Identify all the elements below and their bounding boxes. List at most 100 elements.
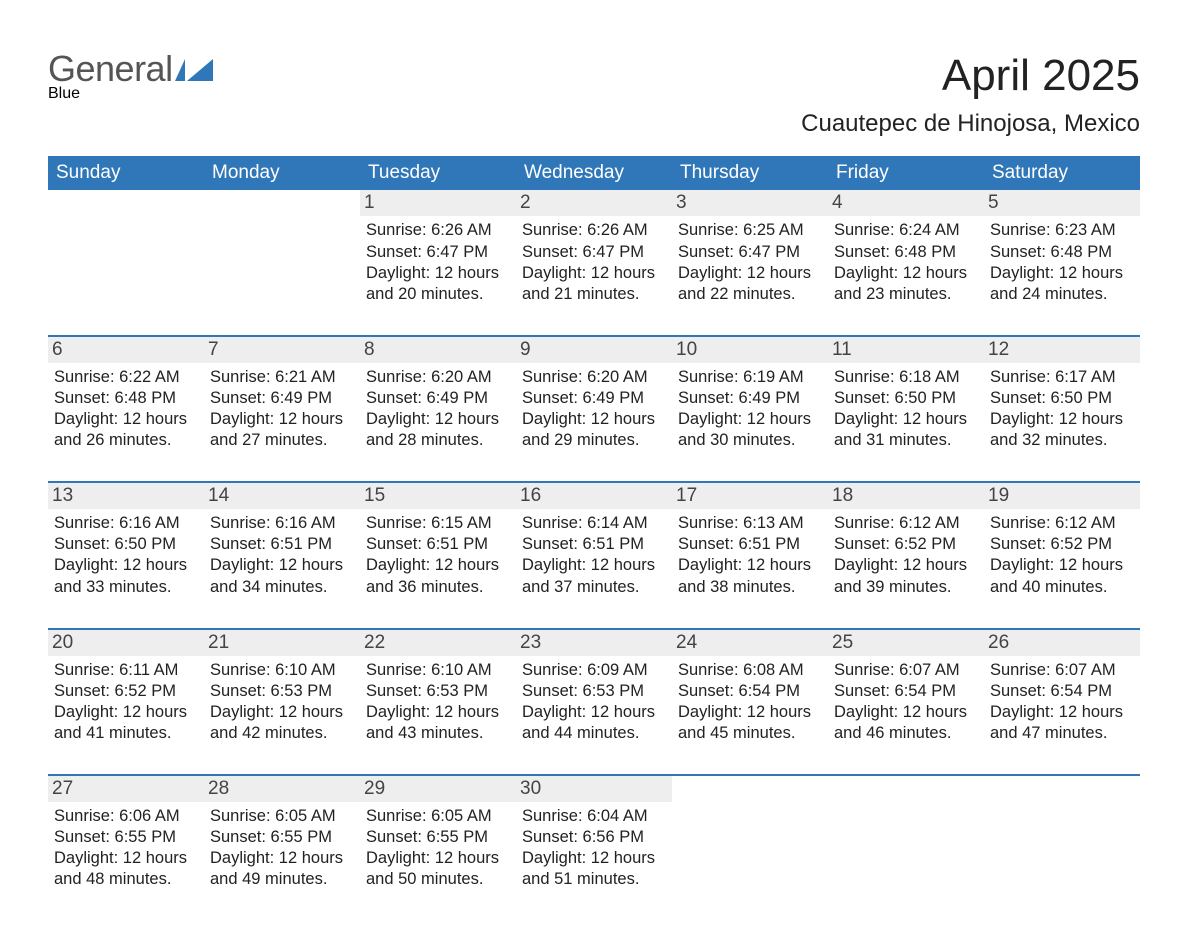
sunrise-line: Sunrise: 6:12 AM [990,513,1134,534]
weekday-header: Wednesday [516,156,672,190]
weekday-header-row: SundayMondayTuesdayWednesdayThursdayFrid… [48,156,1140,190]
daylight-line: Daylight: 12 hours and 39 minutes. [834,555,978,597]
sunrise-line: Sunrise: 6:15 AM [366,513,510,534]
sunset-line: Sunset: 6:49 PM [522,388,666,409]
day-info: Sunrise: 6:11 AMSunset: 6:52 PMDaylight:… [54,660,198,744]
daylight-line: Daylight: 12 hours and 30 minutes. [678,409,822,451]
sunrise-line: Sunrise: 6:12 AM [834,513,978,534]
page-header: General Blue April 2025 Cuautepec de Hin… [48,52,1140,138]
day-info: Sunrise: 6:26 AMSunset: 6:47 PMDaylight:… [366,220,510,304]
daylight-line: Daylight: 12 hours and 34 minutes. [210,555,354,597]
daylight-line: Daylight: 12 hours and 23 minutes. [834,263,978,305]
day-number: 23 [516,630,672,656]
calendar-day: 20Sunrise: 6:11 AMSunset: 6:52 PMDayligh… [48,630,204,752]
day-number: 27 [48,776,204,802]
day-info: Sunrise: 6:20 AMSunset: 6:49 PMDaylight:… [366,367,510,451]
calendar-day: 14Sunrise: 6:16 AMSunset: 6:51 PMDayligh… [204,483,360,605]
calendar-day: 13Sunrise: 6:16 AMSunset: 6:50 PMDayligh… [48,483,204,605]
sunset-line: Sunset: 6:54 PM [834,681,978,702]
day-number: 6 [48,337,204,363]
sunrise-line: Sunrise: 6:25 AM [678,220,822,241]
day-number: 18 [828,483,984,509]
calendar-day: 28 Sunrise: 6:05 AMSunset: 6:55 PMDayligh… [204,776,360,898]
daylight-line: Daylight: 12 hours and 51 minutes. [522,848,666,890]
sunset-line: Sunset: 6:49 PM [210,388,354,409]
calendar-day: 12Sunrise: 6:17 AMSunset: 6:50 PMDayligh… [984,337,1140,459]
daylight-line: Daylight: 12 hours and 37 minutes. [522,555,666,597]
day-info: Sunrise: 6:05 AMSunset: 6:55 PMDaylight:… [210,806,354,890]
weekday-header: Sunday [48,156,204,190]
calendar-day: 23 Sunrise: 6:09 AMSunset: 6:53 PMDayligh… [516,630,672,752]
daylight-line: Daylight: 12 hours and 28 minutes. [366,409,510,451]
sunset-line: Sunset: 6:49 PM [366,388,510,409]
daylight-line: Daylight: 12 hours and 41 minutes. [54,702,198,744]
calendar-day: 1 Sunrise: 6:26 AMSunset: 6:47 PMDaylight… [360,190,516,312]
sunset-line: Sunset: 6:50 PM [54,534,198,555]
daylight-line: Daylight: 12 hours and 40 minutes. [990,555,1134,597]
daylight-line: Daylight: 12 hours and 46 minutes. [834,702,978,744]
calendar-week: ..1Sunrise: 6:26 AMSunset: 6:47 PMDaylig… [48,190,1140,312]
daylight-line: Daylight: 12 hours and 42 minutes. [210,702,354,744]
sunset-line: Sunset: 6:52 PM [990,534,1134,555]
day-number: 28 [204,776,360,802]
day-number: 13 [48,483,204,509]
sunset-line: Sunset: 6:51 PM [210,534,354,555]
sunrise-line: Sunrise: 6:07 AM [990,660,1134,681]
calendar-day: 8 Sunrise: 6:20 AMSunset: 6:49 PMDaylight… [360,337,516,459]
day-info: Sunrise: 6:12 AMSunset: 6:52 PMDaylight:… [990,513,1134,597]
sunrise-line: Sunrise: 6:05 AM [366,806,510,827]
sunset-line: Sunset: 6:55 PM [54,827,198,848]
day-info: Sunrise: 6:23 AMSunset: 6:48 PMDaylight:… [990,220,1134,304]
day-info: Sunrise: 6:21 AMSunset: 6:49 PMDaylight:… [210,367,354,451]
calendar-day: 21Sunrise: 6:10 AMSunset: 6:53 PMDayligh… [204,630,360,752]
day-info: Sunrise: 6:08 AMSunset: 6:54 PMDaylight:… [678,660,822,744]
daylight-line: Daylight: 12 hours and 33 minutes. [54,555,198,597]
calendar-day: . [204,190,360,312]
brand-logo: General Blue [48,52,213,101]
calendar-week: 6Sunrise: 6:22 AMSunset: 6:48 PMDaylight… [48,335,1140,459]
sunrise-line: Sunrise: 6:10 AM [210,660,354,681]
weeks-container: ..1Sunrise: 6:26 AMSunset: 6:47 PMDaylig… [48,190,1140,898]
sunset-line: Sunset: 6:52 PM [54,681,198,702]
day-number: 11 [828,337,984,363]
daylight-line: Daylight: 12 hours and 22 minutes. [678,263,822,305]
sunset-line: Sunset: 6:49 PM [678,388,822,409]
calendar-day: 30Sunrise: 6:04 AMSunset: 6:56 PMDayligh… [516,776,672,898]
sunset-line: Sunset: 6:52 PM [834,534,978,555]
weekday-header: Thursday [672,156,828,190]
day-number: 14 [204,483,360,509]
daylight-line: Daylight: 12 hours and 48 minutes. [54,848,198,890]
sunrise-line: Sunrise: 6:21 AM [210,367,354,388]
sunrise-line: Sunrise: 6:18 AM [834,367,978,388]
day-number: 16 [516,483,672,509]
day-number: 4 [828,190,984,216]
day-number: 8 [360,337,516,363]
sunset-line: Sunset: 6:50 PM [990,388,1134,409]
day-number: 19 [984,483,1140,509]
day-info: Sunrise: 6:07 AMSunset: 6:54 PMDaylight:… [990,660,1134,744]
day-number: 1 [360,190,516,216]
day-info: Sunrise: 6:20 AMSunset: 6:49 PMDaylight:… [522,367,666,451]
day-number: 17 [672,483,828,509]
daylight-line: Daylight: 12 hours and 21 minutes. [522,263,666,305]
daylight-line: Daylight: 12 hours and 50 minutes. [366,848,510,890]
month-title: April 2025 [801,52,1140,100]
calendar-day: 22Sunrise: 6:10 AMSunset: 6:53 PMDayligh… [360,630,516,752]
sunset-line: Sunset: 6:54 PM [678,681,822,702]
sunset-line: Sunset: 6:53 PM [210,681,354,702]
sunset-line: Sunset: 6:51 PM [678,534,822,555]
sunset-line: Sunset: 6:53 PM [522,681,666,702]
day-info: Sunrise: 6:13 AMSunset: 6:51 PMDaylight:… [678,513,822,597]
sunrise-line: Sunrise: 6:26 AM [366,220,510,241]
calendar-day: 26Sunrise: 6:07 AMSunset: 6:54 PMDayligh… [984,630,1140,752]
day-info: Sunrise: 6:09 AMSunset: 6:53 PMDaylight:… [522,660,666,744]
daylight-line: Daylight: 12 hours and 27 minutes. [210,409,354,451]
calendar-week: 20Sunrise: 6:11 AMSunset: 6:52 PMDayligh… [48,628,1140,752]
sunrise-line: Sunrise: 6:20 AM [366,367,510,388]
sunrise-line: Sunrise: 6:20 AM [522,367,666,388]
calendar-week: 13Sunrise: 6:16 AMSunset: 6:50 PMDayligh… [48,481,1140,605]
day-number: 5 [984,190,1140,216]
sunrise-line: Sunrise: 6:07 AM [834,660,978,681]
sunset-line: Sunset: 6:48 PM [54,388,198,409]
calendar-day: 9Sunrise: 6:20 AMSunset: 6:49 PMDaylight… [516,337,672,459]
